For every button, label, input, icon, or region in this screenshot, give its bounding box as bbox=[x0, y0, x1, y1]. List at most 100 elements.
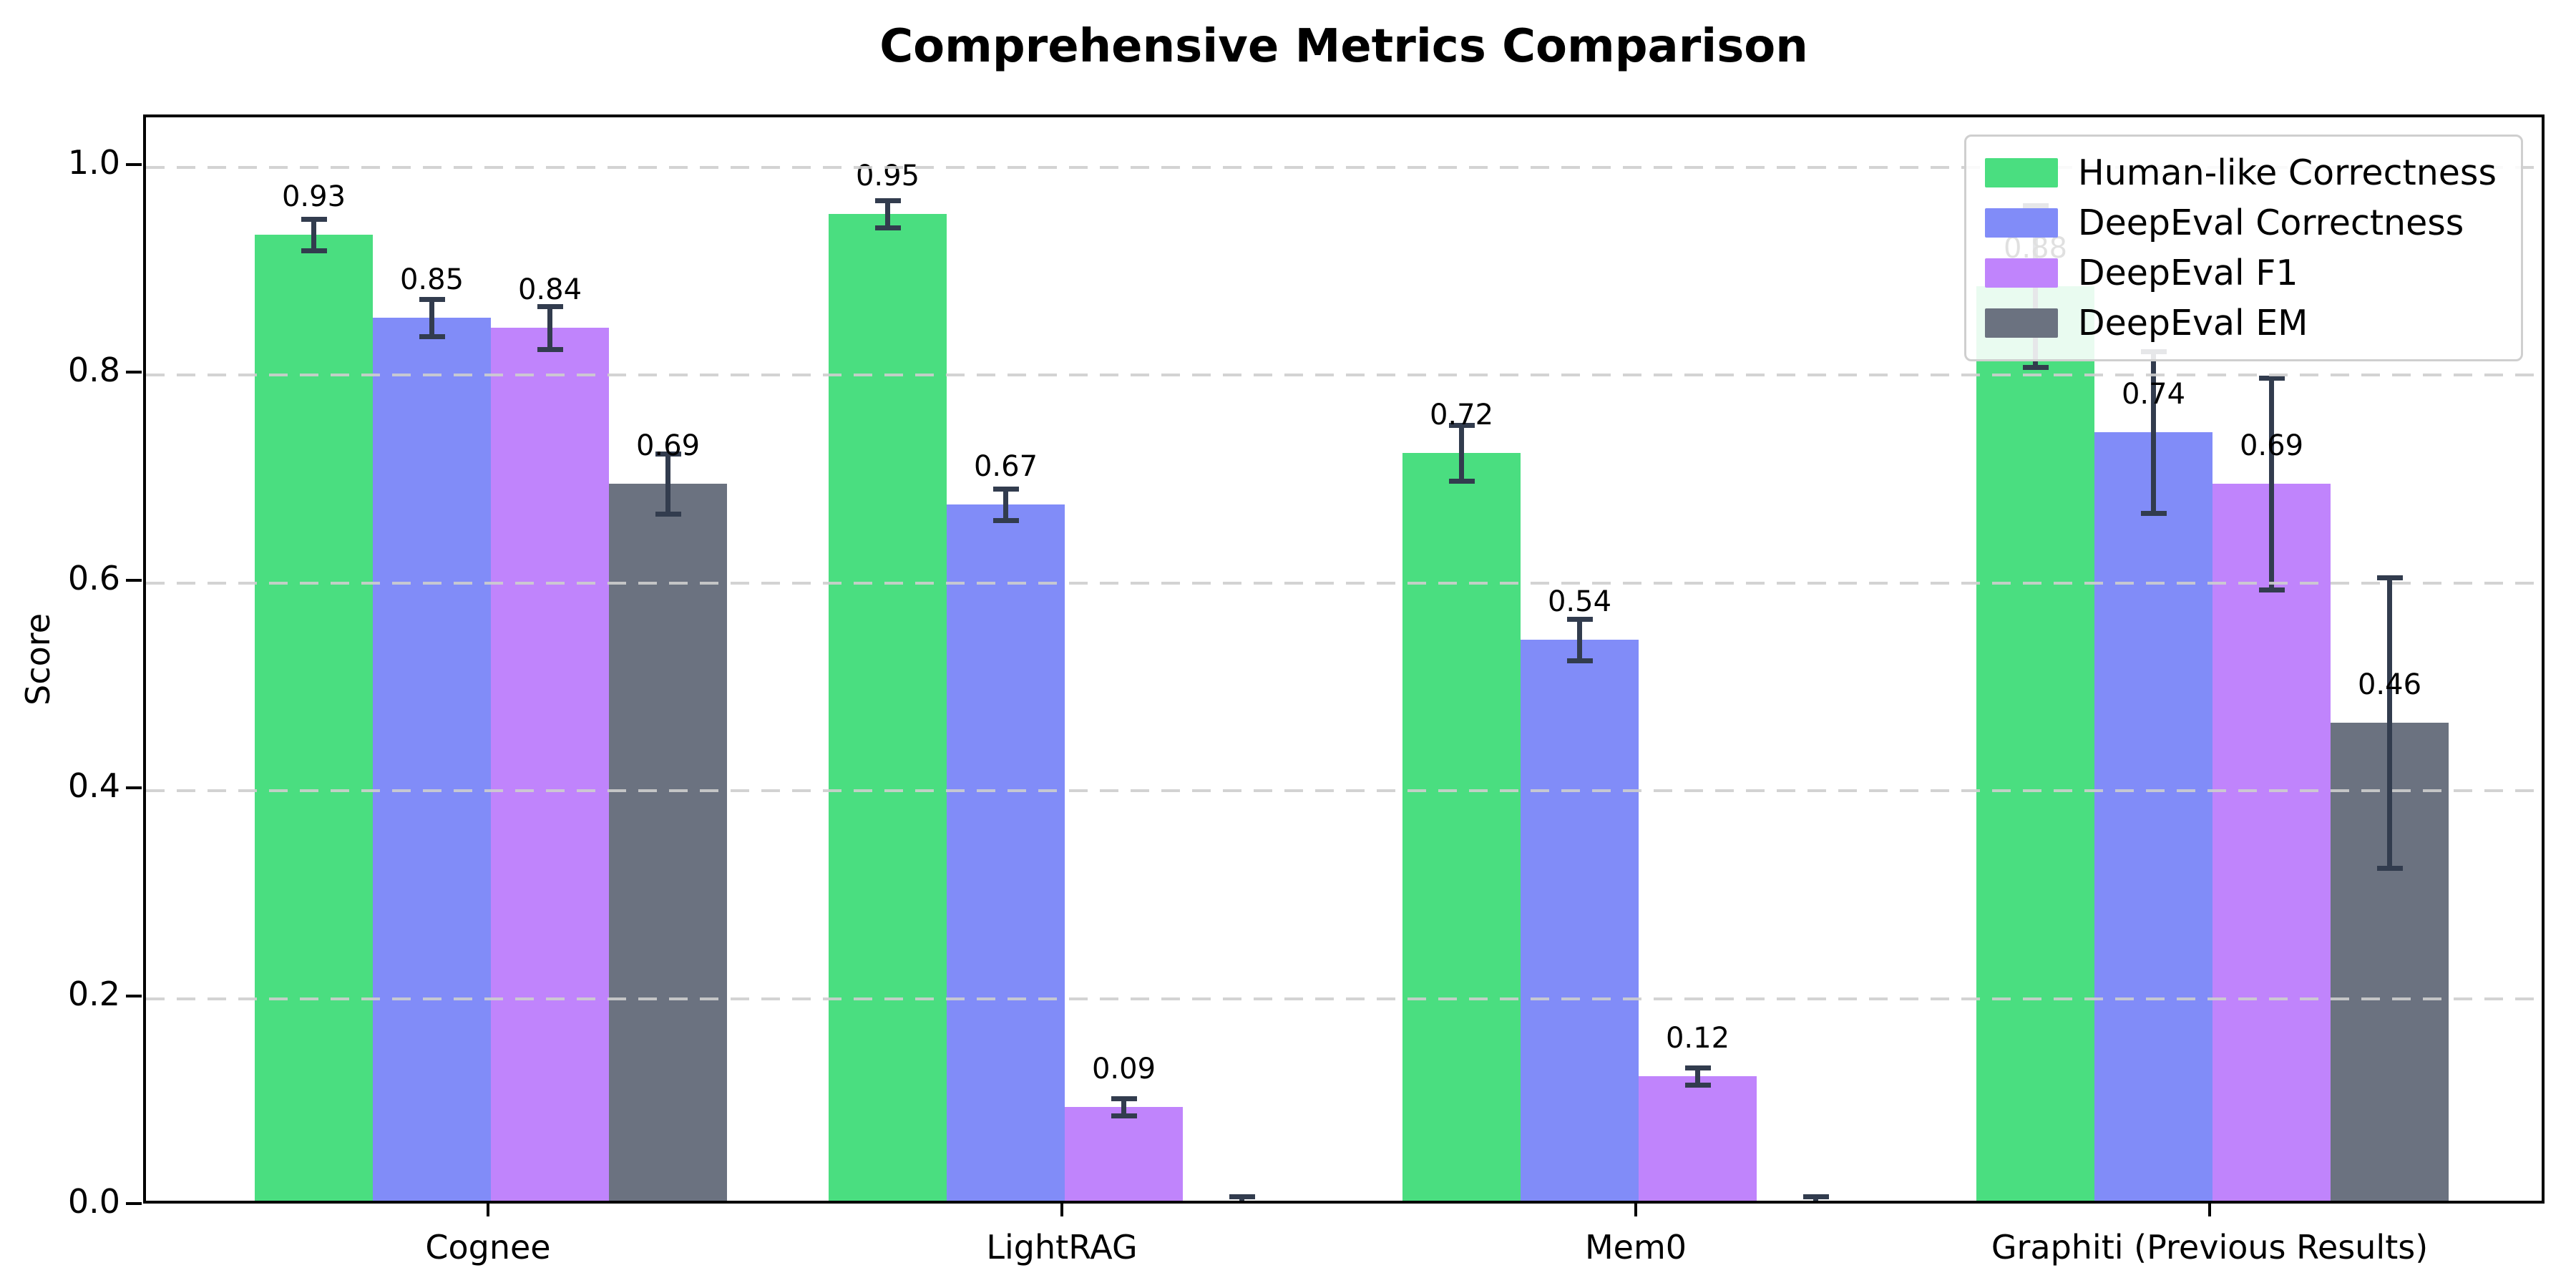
y-tick-label: 0.4 bbox=[67, 766, 120, 806]
bar bbox=[373, 318, 491, 1201]
x-tick-mark bbox=[1634, 1204, 1637, 1216]
chart-title: Comprehensive Metrics Comparison bbox=[879, 20, 1808, 73]
x-tick-label: Cognee bbox=[425, 1228, 551, 1267]
error-bar-line bbox=[665, 454, 670, 514]
error-bar-cap-bottom bbox=[992, 517, 1019, 523]
x-tick-label: LightRAG bbox=[986, 1228, 1138, 1267]
bar-group: 0.880.740.690.46 bbox=[1976, 117, 2449, 1201]
error-bar-cap-bottom bbox=[2022, 364, 2049, 370]
gridline bbox=[146, 997, 2542, 1000]
error-bar-line bbox=[2151, 351, 2156, 513]
legend-label: DeepEval EM bbox=[2077, 303, 2308, 343]
error-bar-line bbox=[311, 219, 316, 250]
error-bar-line bbox=[885, 200, 890, 228]
y-tick-mark bbox=[126, 163, 142, 166]
legend-item: DeepEval Correctness bbox=[1984, 203, 2497, 243]
bar bbox=[1639, 1076, 1757, 1201]
x-tick-mark bbox=[1060, 1204, 1063, 1216]
error-bar-cap-top bbox=[537, 303, 563, 309]
error-bar-line bbox=[1459, 425, 1464, 481]
legend-label: Human-like Correctness bbox=[2077, 152, 2497, 193]
bar-group: 0.95 0.67 0.09 bbox=[829, 117, 1301, 1201]
bar-value-label: 0.67 bbox=[973, 450, 1038, 483]
bar bbox=[1065, 1107, 1183, 1201]
y-tick-label: 1.0 bbox=[67, 143, 120, 182]
bar bbox=[2094, 432, 2212, 1201]
error-bar-line bbox=[1577, 619, 1582, 660]
error-bar-cap-top bbox=[1684, 1065, 1711, 1070]
legend-swatch bbox=[1984, 258, 2058, 288]
bar bbox=[491, 328, 609, 1201]
error-bar-cap-bottom bbox=[1684, 1082, 1711, 1088]
y-tick-mark bbox=[126, 578, 142, 582]
error-bar-cap-top bbox=[874, 197, 901, 203]
bar bbox=[829, 214, 947, 1201]
gridline bbox=[146, 166, 2542, 169]
x-tick-mark bbox=[2208, 1204, 2211, 1216]
error-bar-line bbox=[547, 306, 552, 349]
legend-label: DeepEval F1 bbox=[2077, 253, 2298, 293]
y-axis-label-text: Score bbox=[19, 613, 57, 706]
legend-label: DeepEval Correctness bbox=[2077, 203, 2464, 243]
error-bar-cap-bottom bbox=[655, 511, 681, 517]
bar bbox=[609, 484, 727, 1201]
error-bar-cap-top bbox=[301, 216, 327, 222]
bar-group: 0.93 0.85 0.84 0.69 bbox=[255, 117, 727, 1201]
bar bbox=[1976, 286, 2094, 1201]
legend-item: DeepEval F1 bbox=[1984, 253, 2497, 293]
bar-value-label: 0.12 bbox=[1665, 1022, 1730, 1055]
x-tick-mark bbox=[487, 1204, 489, 1216]
error-bar-line bbox=[1003, 489, 1008, 520]
legend: Human-like Correctness DeepEval Correctne… bbox=[1963, 135, 2523, 361]
gridline bbox=[146, 581, 2542, 585]
error-bar-cap-bottom bbox=[419, 333, 445, 339]
bar-value-label: 0.85 bbox=[399, 263, 464, 296]
bar-value-label: 0.84 bbox=[517, 273, 582, 306]
legend-item: Human-like Correctness bbox=[1984, 152, 2497, 193]
bar-value-label: 0.54 bbox=[1547, 585, 1612, 618]
error-bar-cap-bottom bbox=[2376, 865, 2403, 871]
error-bar-cap-bottom bbox=[2258, 587, 2285, 592]
y-tick-label: 0.0 bbox=[67, 1182, 120, 1221]
bar-value-label: 0.74 bbox=[2121, 378, 2186, 411]
bar bbox=[255, 235, 373, 1201]
y-tick-mark bbox=[126, 786, 142, 790]
x-tick-label: Graphiti (Previous Results) bbox=[1991, 1228, 2429, 1267]
bar-value-label: 0.95 bbox=[855, 160, 920, 192]
y-tick-label: 0.2 bbox=[67, 974, 120, 1013]
bar bbox=[1402, 453, 1521, 1201]
y-tick-mark bbox=[126, 371, 142, 374]
error-bar-cap-bottom bbox=[874, 225, 901, 230]
plot-area: Human-like Correctness DeepEval Correctne… bbox=[143, 114, 2545, 1204]
error-bar-cap-top bbox=[2376, 575, 2403, 580]
error-bar-line bbox=[2387, 577, 2392, 868]
error-bar-cap-top bbox=[1448, 422, 1475, 428]
error-bar-line bbox=[1695, 1068, 1700, 1085]
error-bar-cap-top bbox=[1566, 616, 1593, 622]
error-bar-line bbox=[2269, 378, 2274, 590]
bar-value-label: 0.69 bbox=[2239, 429, 2304, 462]
error-bar-cap-top bbox=[1229, 1194, 1255, 1199]
y-tick-label: 0.8 bbox=[67, 351, 120, 390]
bar-value-label: 0.72 bbox=[1429, 399, 1494, 431]
legend-swatch bbox=[1984, 308, 2058, 338]
x-tick-label: Mem0 bbox=[1584, 1228, 1687, 1267]
error-bar-cap-top bbox=[1802, 1194, 1829, 1199]
y-axis-label: Score bbox=[13, 114, 63, 1204]
error-bar-cap-bottom bbox=[1448, 478, 1475, 484]
error-bar-cap-top bbox=[992, 486, 1019, 492]
error-bar-cap-top bbox=[1111, 1096, 1137, 1101]
error-bar-line bbox=[1121, 1098, 1126, 1116]
bar bbox=[2212, 484, 2331, 1201]
y-tick-mark bbox=[126, 1202, 142, 1205]
bar bbox=[947, 504, 1065, 1201]
error-bar-cap-bottom bbox=[2140, 510, 2167, 516]
error-bar-cap-top bbox=[2258, 375, 2285, 381]
error-bar-cap-bottom bbox=[537, 346, 563, 352]
bar bbox=[1521, 640, 1639, 1201]
bar-value-label: 0.09 bbox=[1091, 1053, 1156, 1085]
bar-value-label: 0.69 bbox=[635, 429, 701, 462]
gridline bbox=[146, 374, 2542, 377]
gridline bbox=[146, 789, 2542, 793]
error-bar-cap-bottom bbox=[1111, 1113, 1137, 1118]
